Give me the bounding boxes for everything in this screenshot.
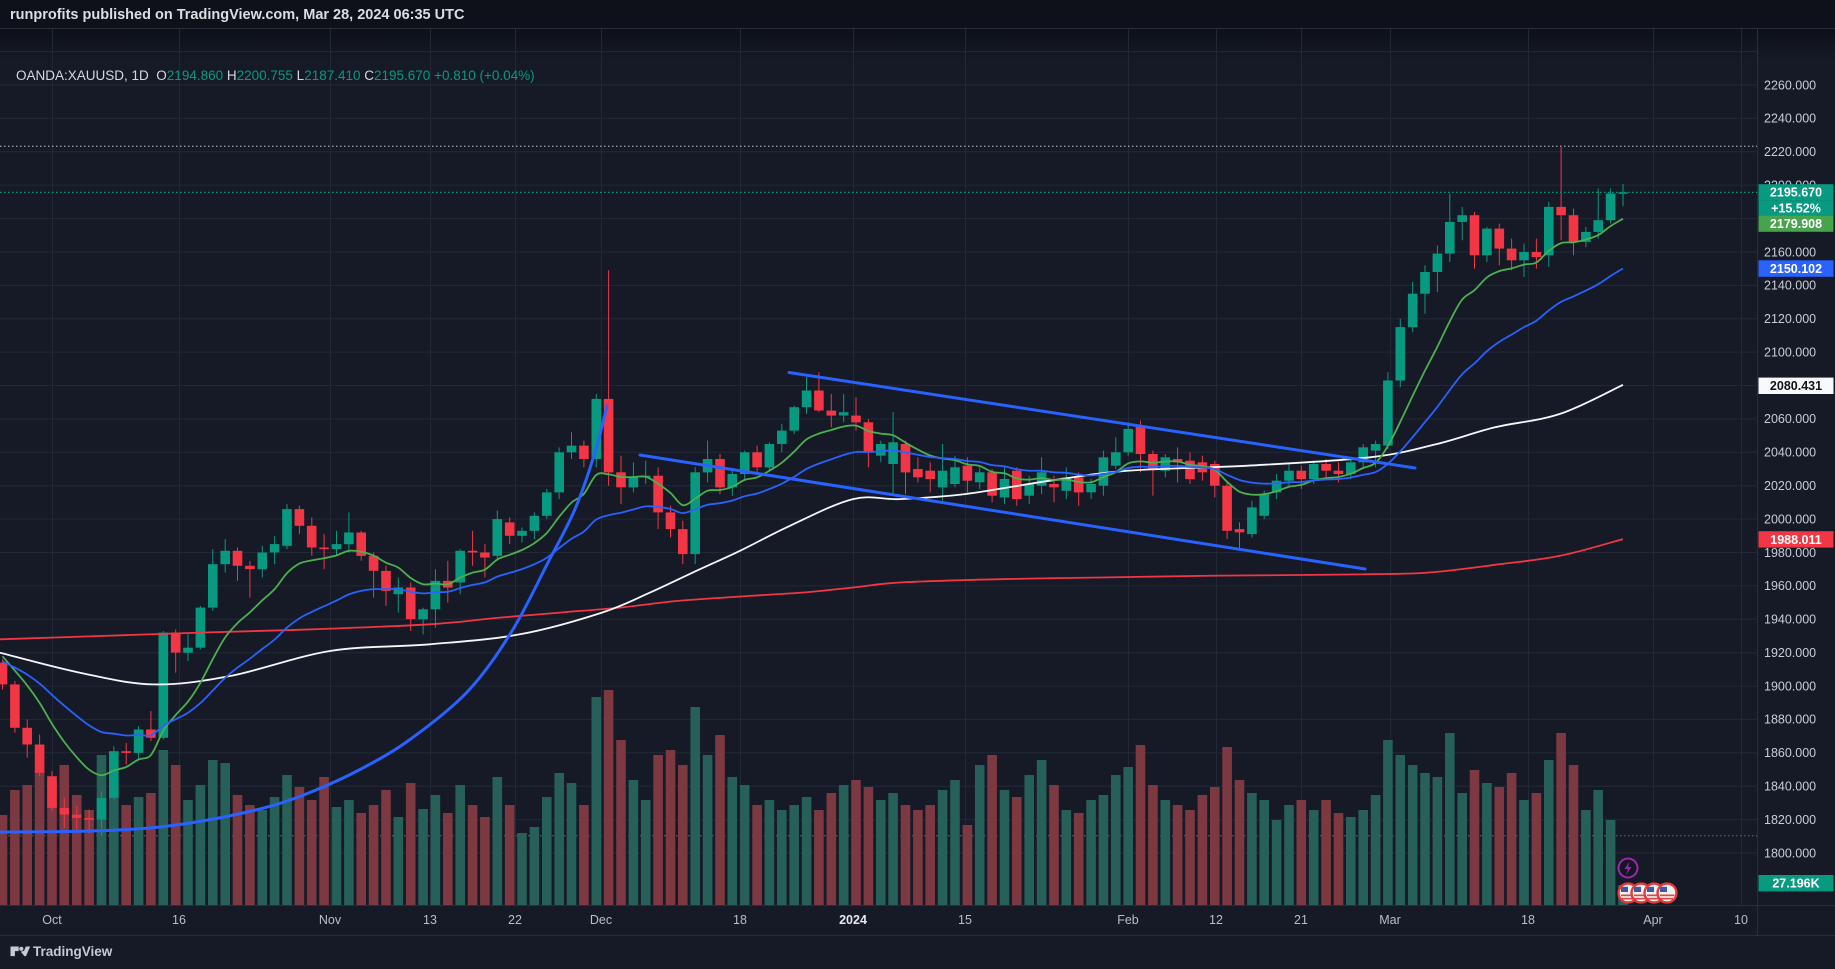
svg-text:22: 22 [508,913,522,927]
svg-text:2000.000: 2000.000 [1764,512,1816,526]
svg-text:12: 12 [1209,913,1223,927]
svg-text:1860.000: 1860.000 [1764,746,1816,760]
svg-text:2040.000: 2040.000 [1764,446,1816,460]
svg-text:2120.000: 2120.000 [1764,312,1816,326]
svg-text:runprofits published on Tradin: runprofits published on TradingView.com,… [10,7,465,23]
svg-text:1820.000: 1820.000 [1764,813,1816,827]
svg-text:2140.000: 2140.000 [1764,279,1816,293]
svg-text:13: 13 [423,913,437,927]
svg-text:2080.431: 2080.431 [1770,379,1822,393]
svg-text:2024: 2024 [839,913,867,927]
svg-text:1880.000: 1880.000 [1764,713,1816,727]
svg-text:Oct: Oct [42,913,62,927]
svg-text:Feb: Feb [1117,913,1139,927]
svg-text:2060.000: 2060.000 [1764,412,1816,426]
svg-text:Nov: Nov [319,913,342,927]
svg-text:Dec: Dec [590,913,612,927]
svg-text:Mar: Mar [1379,913,1401,927]
svg-text:+15.52%: +15.52% [1771,201,1821,215]
svg-text:18: 18 [1521,913,1535,927]
svg-text:15: 15 [958,913,972,927]
svg-text:TradingView: TradingView [33,944,113,959]
svg-text:2179.908: 2179.908 [1770,217,1822,231]
svg-text:1980.000: 1980.000 [1764,546,1816,560]
svg-text:2260.000: 2260.000 [1764,78,1816,92]
svg-text:1900.000: 1900.000 [1764,679,1816,693]
svg-text:2240.000: 2240.000 [1764,112,1816,126]
svg-text:2195.670: 2195.670 [1770,186,1822,200]
svg-text:1960.000: 1960.000 [1764,579,1816,593]
svg-text:2020.000: 2020.000 [1764,479,1816,493]
svg-text:2160.000: 2160.000 [1764,245,1816,259]
svg-text:1988.011: 1988.011 [1770,533,1821,547]
svg-text:1840.000: 1840.000 [1764,780,1816,794]
svg-text:1800.000: 1800.000 [1764,846,1816,860]
svg-text:1920.000: 1920.000 [1764,646,1816,660]
svg-text:2100.000: 2100.000 [1764,345,1816,359]
svg-text:2220.000: 2220.000 [1764,145,1816,159]
svg-text:18: 18 [733,913,747,927]
svg-text:Apr: Apr [1643,913,1662,927]
svg-text:27.196K: 27.196K [1772,877,1819,891]
svg-text:OANDA:XAUUSD, 1D O2194.860 H2: OANDA:XAUUSD, 1D O2194.860 H2200.755 L21… [16,68,535,83]
svg-text:1940.000: 1940.000 [1764,613,1816,627]
svg-text:16: 16 [172,913,186,927]
svg-text:2150.102: 2150.102 [1770,262,1822,276]
svg-text:10: 10 [1734,913,1748,927]
svg-text:21: 21 [1294,913,1308,927]
